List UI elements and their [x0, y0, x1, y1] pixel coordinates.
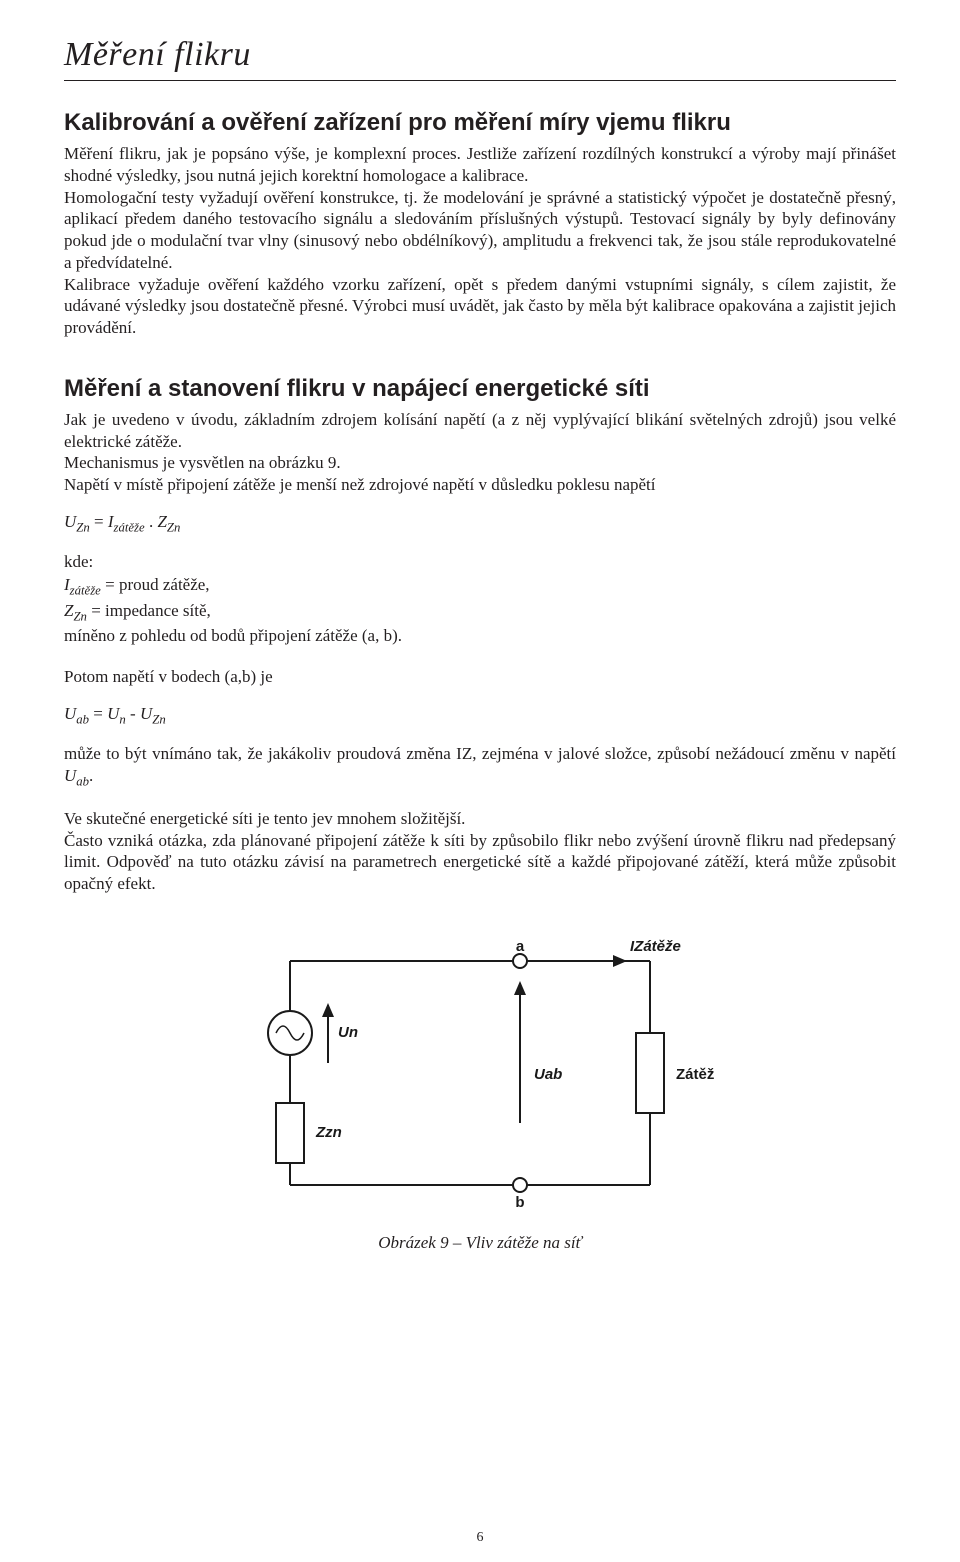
eq1-lhs-sub: Zn: [76, 520, 89, 534]
section2-body-intro: Jak je uvedeno v úvodu, základním zdroje…: [64, 409, 896, 496]
eq1-r1-sub: zátěže: [114, 520, 145, 534]
s1-p2: Homologační testy vyžadují ověření konst…: [64, 187, 896, 274]
s2-p5a: může to být vnímáno tak, že jakákoliv pr…: [64, 744, 896, 763]
section1-body: Měření flikru, jak je popsáno výše, je k…: [64, 143, 896, 339]
s2-p2: Mechanismus je vysvětlen na obrázku 9.: [64, 452, 896, 474]
svg-text:Zzn: Zzn: [315, 1124, 342, 1141]
where-line-1: Izátěže = proud zátěže,: [64, 574, 896, 600]
spacer: [64, 648, 896, 666]
eq1-dot: .: [145, 512, 158, 531]
spacer: [64, 790, 896, 808]
eq1-lhs-base: U: [64, 512, 76, 531]
eq1-r2-base: Z: [157, 512, 166, 531]
s1-p3: Kalibrace vyžaduje ověření každého vzork…: [64, 274, 896, 339]
eq1-op1: =: [90, 512, 108, 531]
eq2-lhs-base: U: [64, 704, 76, 723]
equation-uzn: UZn = Izátěže . ZZn: [64, 512, 896, 535]
s2-p5-inner: může to být vnímáno tak, že jakákoliv pr…: [64, 743, 896, 789]
document-title: Měření flikru: [64, 36, 896, 74]
w1-text: proud zátěže,: [119, 575, 210, 594]
svg-text:a: a: [516, 938, 525, 955]
w1-eq: =: [101, 575, 119, 594]
s2-p4-text: Potom napětí v bodech (a,b) je: [64, 666, 896, 688]
w2-text: impedance sítě,: [105, 601, 211, 620]
eq2-r1-base: U: [107, 704, 119, 723]
eq2-minus: -: [126, 704, 140, 723]
page-number: 6: [0, 1530, 960, 1546]
s2-p4: Potom napětí v bodech (a,b) je: [64, 666, 896, 688]
s2-p1: Jak je uvedeno v úvodu, základním zdroje…: [64, 409, 896, 453]
svg-text:IZátěže: IZátěže: [630, 938, 681, 955]
circuit-diagram: a b Un Uab Zzn IZátěže Zátěž: [220, 923, 740, 1223]
svg-text:Un: Un: [338, 1024, 358, 1041]
page: Měření flikru Kalibrování a ověření zaří…: [0, 0, 960, 1562]
eq2-lhs-sub: ab: [76, 712, 89, 726]
where-block: kde: Izátěže = proud zátěže, ZZn = imped…: [64, 551, 896, 648]
spacer: [64, 339, 896, 357]
figure-9: a b Un Uab Zzn IZátěže Zátěž Obrázek 9 –…: [64, 923, 896, 1253]
eq1-r2-sub: Zn: [167, 520, 180, 534]
s2-p3: Napětí v místě připojení zátěže je menší…: [64, 474, 896, 496]
section-heading-measurement: Měření a stanovení flikru v napájecí ene…: [64, 375, 896, 403]
s1-p1: Měření flikru, jak je popsáno výše, je k…: [64, 143, 896, 187]
eq2-r2-sub: Zn: [152, 712, 165, 726]
where-line-3: míněno z pohledu od bodů připojení zátěž…: [64, 625, 896, 648]
equation-uab: Uab = Un - UZn: [64, 704, 896, 727]
s2-final: Ve skutečné energetické síti je tento je…: [64, 808, 896, 895]
svg-text:b: b: [515, 1194, 524, 1211]
w1-sub: zátěže: [70, 583, 101, 597]
where-label: kde:: [64, 551, 896, 574]
p5-var-sub: ab: [76, 774, 89, 788]
w2-sub: Zn: [73, 609, 86, 623]
spacer: [64, 357, 896, 375]
svg-text:Uab: Uab: [534, 1066, 562, 1083]
s2-p7: Často vzniká otázka, zda plánované připo…: [64, 830, 896, 895]
eq2-op1: =: [89, 704, 107, 723]
eq2-r2-base: U: [140, 704, 152, 723]
section-heading-calibration: Kalibrování a ověření zařízení pro měřen…: [64, 109, 896, 137]
title-rule: [64, 80, 896, 81]
where-line-2: ZZn = impedance sítě,: [64, 600, 896, 626]
s2-p5: může to být vnímáno tak, že jakákoliv pr…: [64, 743, 896, 789]
p5-var-base: U: [64, 766, 76, 785]
s2-p5b: .: [89, 766, 93, 785]
figure-9-caption: Obrázek 9 – Vliv zátěže na síť: [378, 1233, 582, 1253]
w2-eq: =: [87, 601, 105, 620]
s2-p6: Ve skutečné energetické síti je tento je…: [64, 808, 896, 830]
svg-text:Zátěž: Zátěž: [676, 1066, 714, 1083]
